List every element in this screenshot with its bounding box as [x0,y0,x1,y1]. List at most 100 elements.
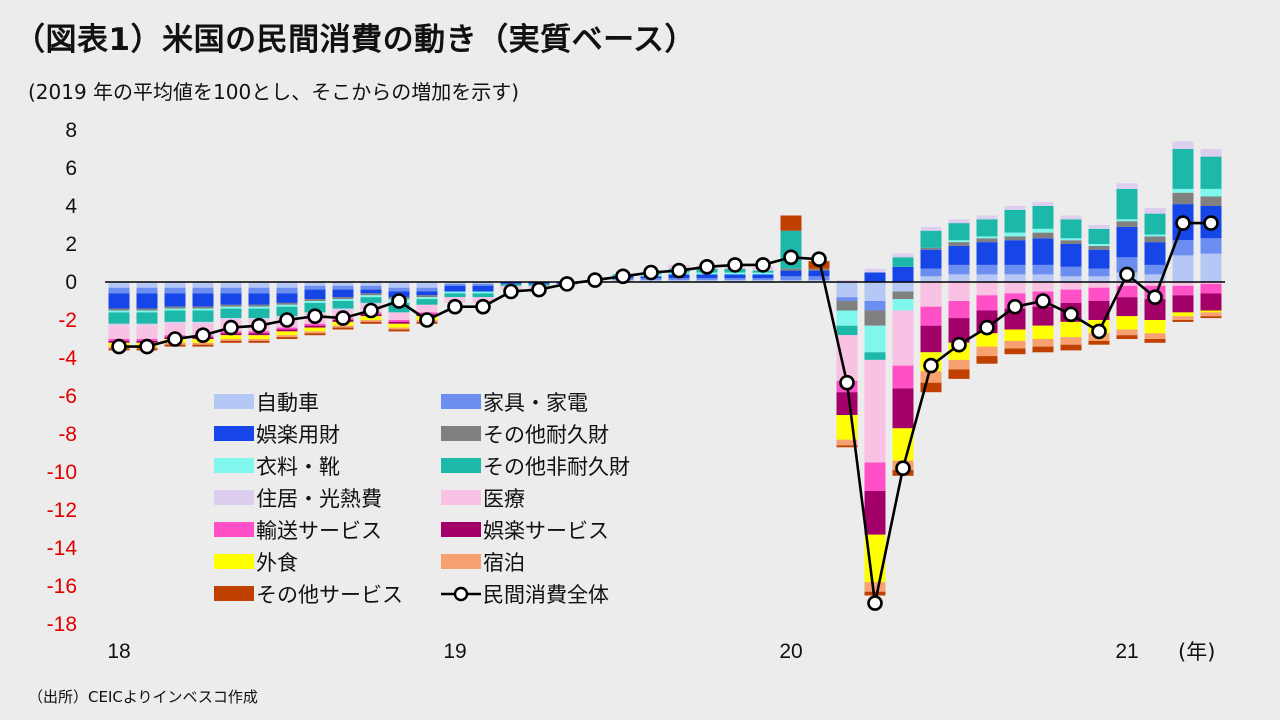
bar-segment [304,285,326,290]
bar-segment [192,310,214,322]
bar-segment [1200,196,1222,206]
bar-segment [1004,232,1026,237]
total-consumption-point [1007,298,1023,315]
bar-segment [892,253,914,258]
bar-segment [1172,295,1194,313]
chart-title: （図表1）米国の民間消費の動き（実質ベース） [14,22,697,58]
bar-segment [1032,232,1054,239]
y-tick-label: 6 [65,157,77,180]
bar-segment [388,282,410,288]
bar-segment [108,310,130,313]
bar-segment [388,312,410,320]
bar-segment [976,242,998,265]
bar-segment [360,320,382,322]
bar-segment [920,247,942,250]
legend-label: 輸送サービス [256,519,382,543]
x-tick-label: 20 [779,640,802,663]
bar-segment [1004,282,1026,294]
bar-segment [920,306,942,326]
total-consumption-point [503,283,519,300]
bar-segment [976,295,998,311]
bar-segment [948,282,970,301]
bar-segment [780,270,802,277]
bar-segment [1172,316,1194,320]
bar-segment [892,365,914,389]
total-consumption-point [335,310,351,326]
bar-segment [836,310,858,326]
bar-segment [136,325,158,339]
legend-swatch [214,426,254,441]
bar-segment [864,310,886,326]
legend-label: 家具・家電 [483,391,588,415]
bar-segment [1032,346,1054,353]
bar-segment [976,282,998,296]
bar-segment [1060,321,1082,338]
bar-segment [444,293,466,298]
bar-segment [1004,274,1026,282]
bar-segment [248,287,270,294]
total-consumption-point [587,272,603,288]
bar-segment [220,287,242,294]
bar-segment [1088,245,1110,250]
x-tick-label: 21 [1115,640,1138,663]
y-tick-label: -16 [47,575,77,598]
total-consumption-point [195,327,211,344]
total-consumption-point [1203,215,1219,231]
bar-segment [164,282,186,288]
y-tick-label: -2 [58,309,77,332]
bar-segment [1004,348,1026,355]
bar-segment [276,331,298,336]
bar-segment [1144,333,1166,339]
bar-segment [220,306,242,309]
bar-segment [416,295,438,298]
bar-segment [164,323,186,336]
bar-segment [808,268,830,271]
bar-segment [724,280,746,282]
bar-segment [1144,274,1166,282]
total-consumption-point [1175,215,1191,231]
bar-segment [836,325,858,336]
total-consumption-point [559,276,575,292]
bar-segment [276,282,298,288]
bar-segment [332,285,354,290]
bar-segment [108,312,130,324]
bar-segment [360,282,382,286]
bar-segment [1200,282,1222,284]
bar-segment [864,582,886,592]
bar-segment [276,293,298,303]
bar-segment [1144,339,1166,343]
bar-segment [1116,335,1138,339]
bar-segment [696,278,718,281]
bar-segment [1004,329,1026,341]
bar-segment [724,274,746,279]
y-tick-label: -8 [58,423,77,446]
legend-swatch [441,522,481,537]
bar-segment [248,306,270,309]
bar-segment [108,308,130,311]
bar-segment [360,321,382,324]
bar-segment [1060,238,1082,241]
bar-segment [696,280,718,282]
legend-swatch [214,586,254,601]
bar-segment [864,272,886,282]
bar-segment [1116,221,1138,227]
total-consumption-point [699,258,715,275]
bar-segment [360,295,382,298]
bar-segment [332,325,354,328]
bar-segment [500,282,522,284]
y-tick-label: -6 [58,385,77,408]
bar-segment [640,280,662,282]
bar-segment [1088,282,1110,288]
bar-segment [948,264,970,275]
bar-segment [1004,240,1026,265]
legend-swatch [214,490,254,505]
bar-segment [388,327,410,330]
bar-segment [920,268,942,277]
bar-segment [1116,329,1138,336]
bar-segment [1060,344,1082,351]
bar-segment [1060,219,1082,239]
bar-segment [752,272,774,275]
bar-segment [164,321,186,324]
legend-label: 住居・光熱費 [256,487,382,511]
bar-segment [360,297,382,303]
